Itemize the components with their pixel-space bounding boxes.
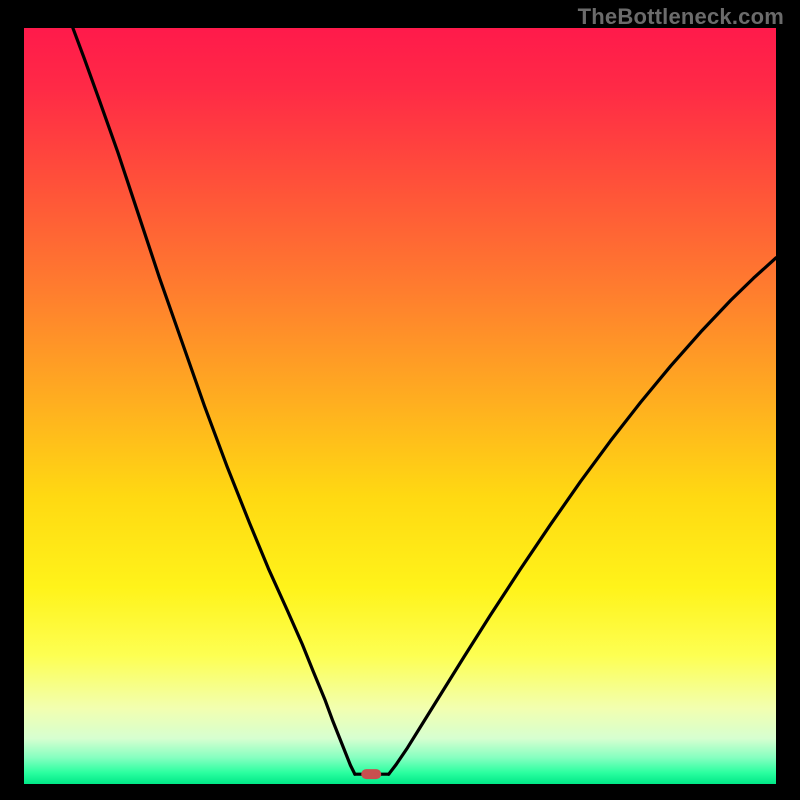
curve-right-branch [389, 258, 776, 774]
plot-area [24, 28, 776, 784]
bottleneck-curve [24, 28, 776, 784]
optimal-point-marker [362, 769, 382, 779]
curve-left-branch [73, 28, 355, 774]
chart-frame: TheBottleneck.com [0, 0, 800, 800]
watermark-text: TheBottleneck.com [578, 4, 784, 30]
